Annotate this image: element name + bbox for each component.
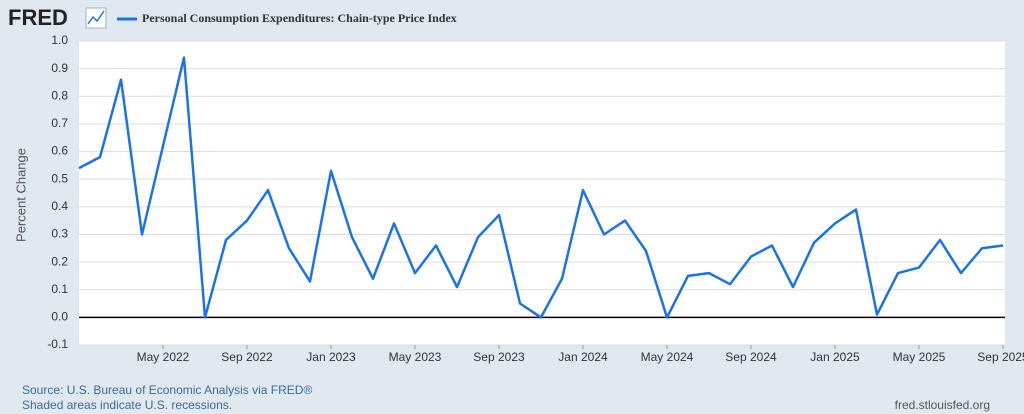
x-tick-label: Sep 2022 bbox=[221, 350, 273, 364]
x-tick-label: May 2025 bbox=[893, 350, 946, 364]
x-tick-label: Sep 2023 bbox=[473, 350, 525, 364]
x-tick-label: Sep 2024 bbox=[725, 350, 777, 364]
y-axis-label: Percent Change bbox=[13, 148, 28, 242]
plot-area bbox=[79, 41, 1005, 345]
y-tick-label: 0.2 bbox=[51, 254, 68, 268]
y-tick-label: 0.7 bbox=[51, 116, 68, 130]
site: fred.stlouisfed.org bbox=[895, 398, 990, 412]
y-tick-label: 0.4 bbox=[51, 199, 68, 213]
x-tick-label: Jan 2023 bbox=[306, 350, 356, 364]
x-tick-label: Jan 2025 bbox=[810, 350, 860, 364]
y-tick-label: 0.1 bbox=[51, 282, 68, 296]
y-tick-label: 1.0 bbox=[51, 33, 68, 47]
source: Source: U.S. Bureau of Economic Analysis… bbox=[22, 383, 312, 397]
y-tick-label: 0.5 bbox=[51, 171, 68, 185]
x-tick-label: May 2022 bbox=[137, 350, 190, 364]
y-tick-label: -0.1 bbox=[47, 337, 68, 351]
x-tick-label: May 2023 bbox=[389, 350, 442, 364]
legend-label: Personal Consumption Expenditures: Chain… bbox=[142, 11, 457, 25]
y-tick-label: 0.9 bbox=[51, 61, 68, 75]
note: Shaded areas indicate U.S. recessions. bbox=[22, 398, 232, 412]
series-line bbox=[78, 56, 1004, 319]
y-tick-label: 0.8 bbox=[51, 88, 68, 102]
logo-icon bbox=[85, 7, 107, 29]
y-tick-label: 0.6 bbox=[51, 144, 68, 158]
x-tick-label: May 2024 bbox=[641, 350, 694, 364]
logo: FRED bbox=[8, 5, 68, 30]
y-tick-label: 0.0 bbox=[51, 310, 68, 324]
x-tick-label: Sep 2025 bbox=[977, 350, 1024, 364]
y-tick-label: 0.3 bbox=[51, 227, 68, 241]
x-tick-label: Jan 2024 bbox=[558, 350, 608, 364]
